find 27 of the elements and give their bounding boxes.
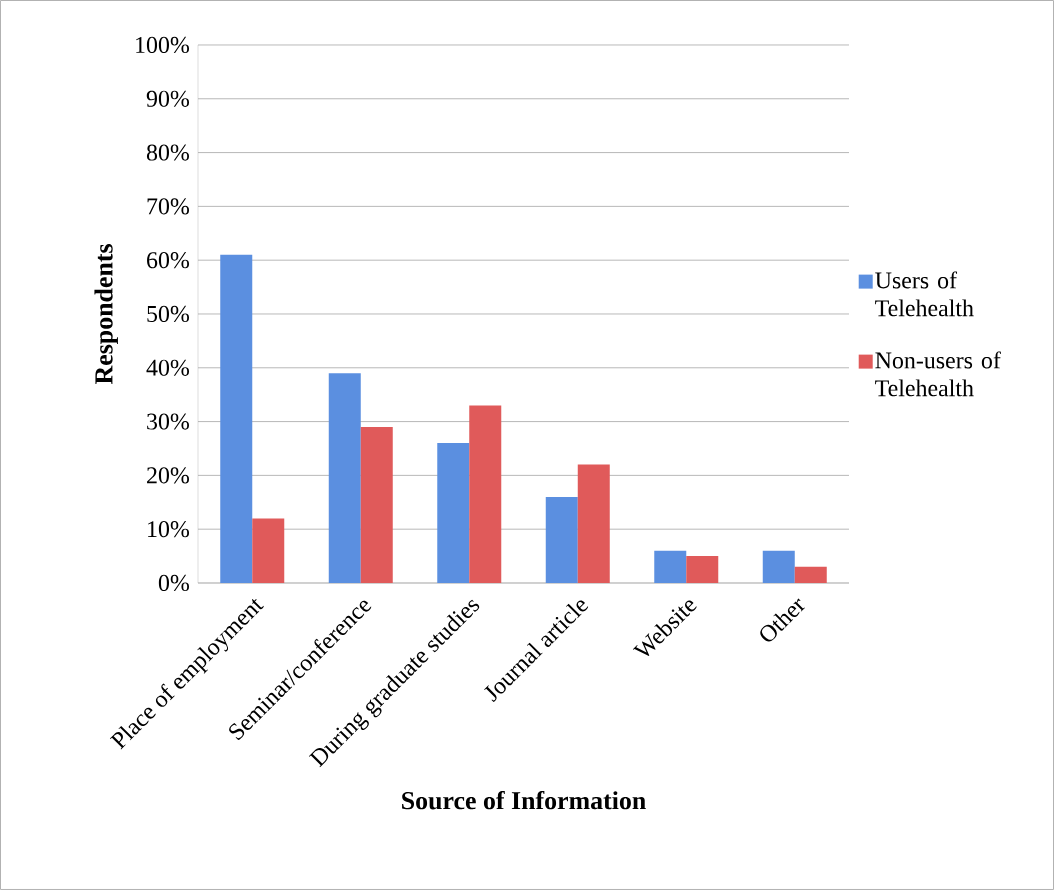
y-tick-label: 30%: [147, 413, 190, 430]
bar: [794, 566, 827, 583]
y-tick-label: 60%: [147, 252, 190, 269]
bar: [686, 556, 719, 583]
y-tick-label: 100%: [136, 36, 190, 54]
legend-label: Users of Telehealth: [875, 271, 974, 317]
y-tick-label: 10%: [148, 521, 190, 538]
y-tick-label: 70%: [147, 198, 190, 215]
bar: [654, 550, 687, 583]
y-tick-label: 20%: [147, 467, 190, 484]
bar: [360, 426, 393, 583]
y-tick-label: 50%: [147, 305, 190, 323]
bar: [252, 518, 285, 583]
y-tick-label: 90%: [146, 90, 190, 107]
bar: [762, 550, 795, 583]
bar: [328, 373, 361, 583]
bar: [577, 464, 610, 583]
y-tick-label: 80%: [146, 144, 190, 161]
y-axis-title: Respondents: [94, 244, 118, 385]
bar: [469, 405, 502, 583]
bar: [545, 496, 578, 583]
bar: [220, 254, 253, 583]
y-tick-label: 0%: [158, 574, 190, 592]
bar: [437, 443, 470, 583]
legend-label: Non-users of Telehealth: [875, 351, 1001, 397]
y-tick-label: 40%: [146, 359, 190, 376]
x-axis-title: Source of Information: [402, 790, 646, 810]
